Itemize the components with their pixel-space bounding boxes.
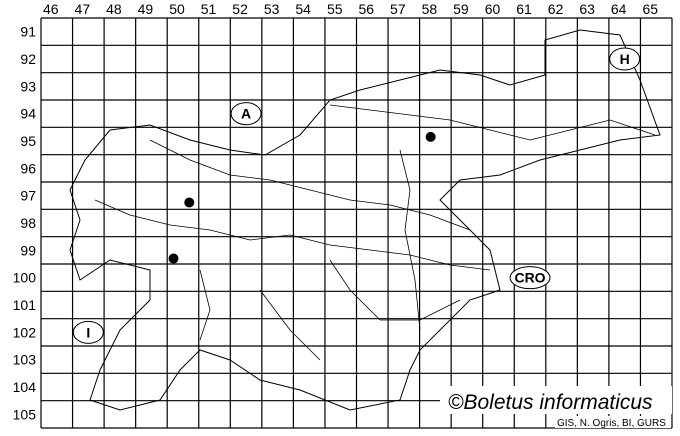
row-label: 102 <box>13 324 37 340</box>
row-label: 104 <box>13 379 37 395</box>
column-label: 48 <box>106 1 122 17</box>
column-label: 64 <box>611 1 627 17</box>
column-label: 51 <box>201 1 217 17</box>
country-label: A <box>241 106 251 122</box>
row-labels: 91 92 93 94 95 96 97 98 99 100 101 102 103 104 105 <box>13 24 37 423</box>
row-label: 91 <box>20 24 36 40</box>
column-label: 61 <box>516 1 532 17</box>
column-label: 55 <box>327 1 343 17</box>
country-label: CRO <box>514 270 545 286</box>
row-label: 103 <box>13 352 37 368</box>
column-label: 63 <box>579 1 595 17</box>
occurrence-dot <box>168 253 179 264</box>
row-label: 99 <box>20 242 36 258</box>
country-label: I <box>86 324 90 340</box>
column-label: 60 <box>485 1 501 17</box>
column-label: 58 <box>422 1 438 17</box>
row-label: 92 <box>20 51 36 67</box>
copyright-text: ©Boletus informaticus <box>448 391 653 414</box>
column-label: 46 <box>43 1 59 17</box>
country-label: H <box>620 51 630 67</box>
row-label: 97 <box>20 188 36 204</box>
column-label: 54 <box>295 1 311 17</box>
column-label: 47 <box>75 1 91 17</box>
row-label: 105 <box>13 406 37 422</box>
row-label: 94 <box>20 106 36 122</box>
rivers <box>94 104 656 361</box>
country-label-ellipse <box>609 47 641 71</box>
row-label: 98 <box>20 215 36 231</box>
column-labels: 46 47 48 49 50 51 52 53 54 55 56 57 58 59 60 61 62 63 64 65 <box>43 1 658 17</box>
column-label: 49 <box>138 1 154 17</box>
row-label: 100 <box>13 270 37 286</box>
country-label-ellipse <box>72 320 104 344</box>
country-labels: A H CRO I <box>72 47 641 344</box>
row-label: 93 <box>20 78 36 94</box>
row-label: 101 <box>13 297 37 313</box>
occurrence-dot <box>425 131 436 142</box>
occurrence-dots <box>168 131 436 264</box>
credit-text: GIS, N. Ogris, BI, GURS <box>557 418 666 429</box>
column-label: 65 <box>642 1 658 17</box>
column-label: 57 <box>390 1 406 17</box>
column-label: 56 <box>359 1 375 17</box>
row-label: 95 <box>20 133 36 149</box>
column-label: 59 <box>453 1 469 17</box>
country-label-ellipse <box>509 266 551 290</box>
grid <box>40 17 673 429</box>
column-label: 52 <box>232 1 248 17</box>
row-label: 96 <box>20 160 36 176</box>
column-label: 53 <box>264 1 280 17</box>
country-label-ellipse <box>230 102 262 126</box>
occurrence-dot <box>184 197 195 208</box>
country-border <box>69 29 661 411</box>
column-label: 62 <box>548 1 564 17</box>
column-label: 50 <box>169 1 185 17</box>
